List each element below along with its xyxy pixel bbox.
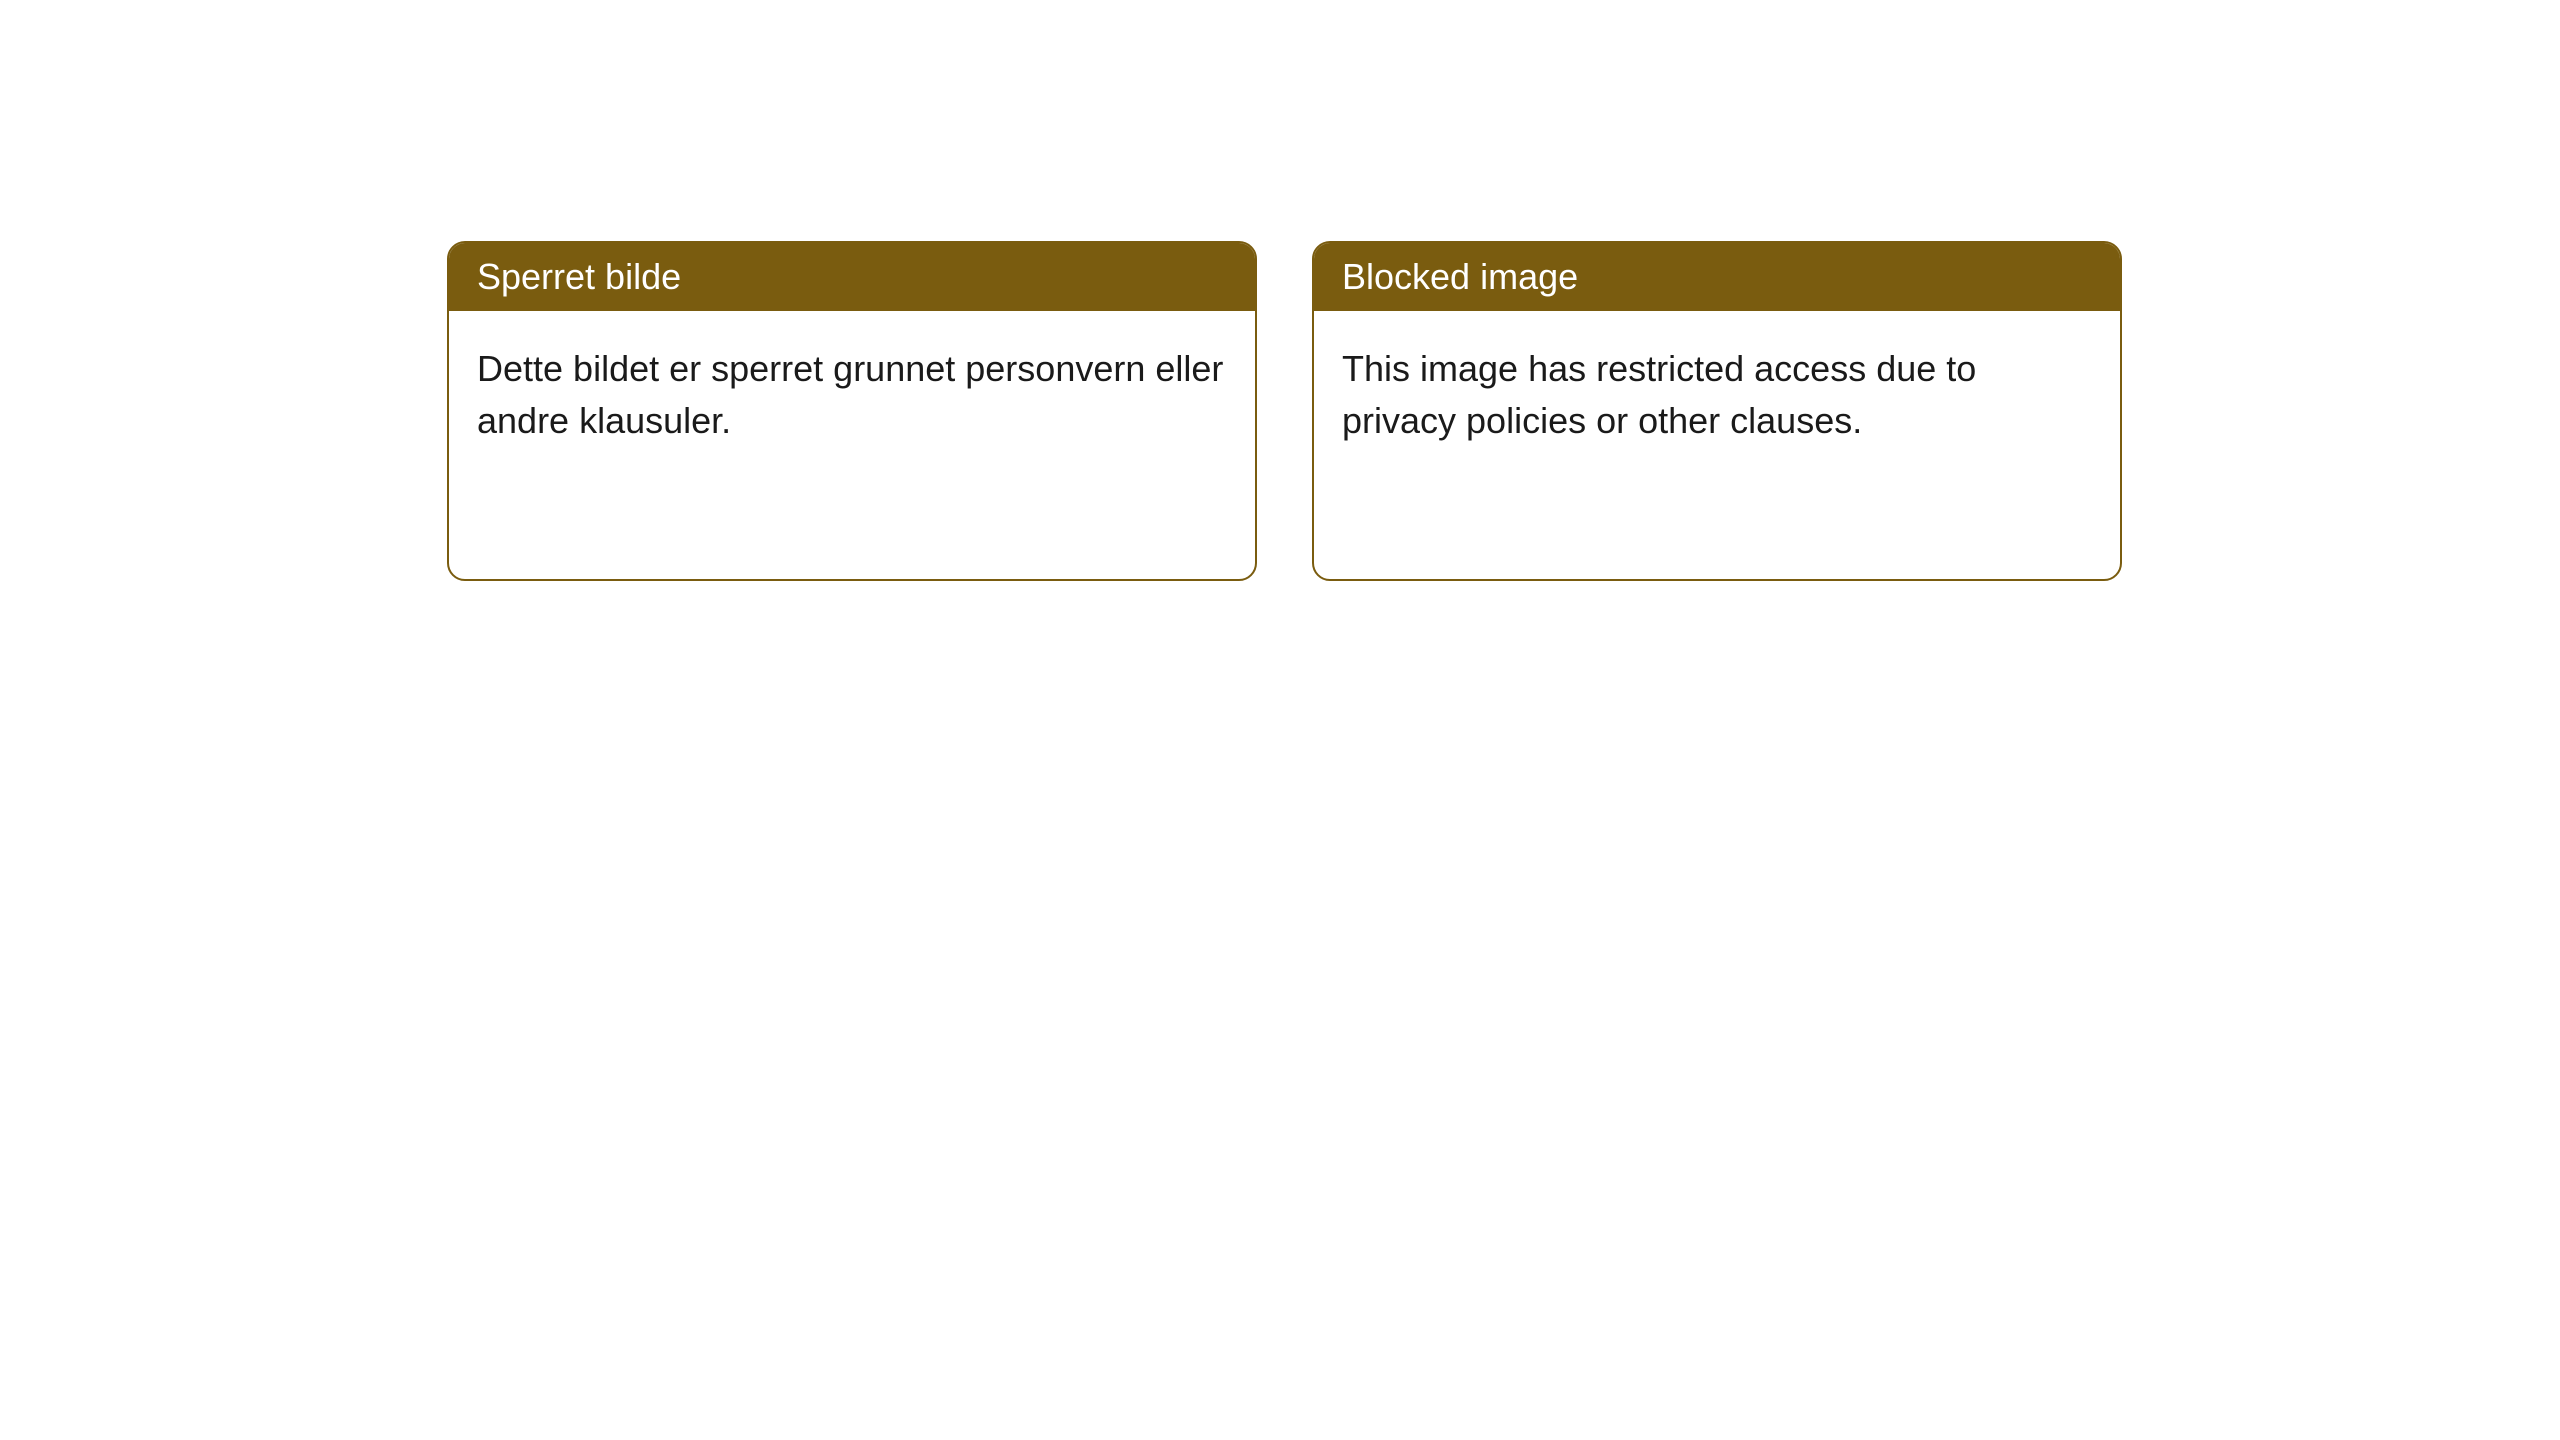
card-body: This image has restricted access due to …: [1314, 311, 2120, 479]
notice-card-english: Blocked image This image has restricted …: [1312, 241, 2122, 581]
notice-cards-container: Sperret bilde Dette bildet er sperret gr…: [447, 241, 2122, 581]
card-body: Dette bildet er sperret grunnet personve…: [449, 311, 1255, 479]
card-title: Blocked image: [1342, 256, 1578, 297]
notice-card-norwegian: Sperret bilde Dette bildet er sperret gr…: [447, 241, 1257, 581]
card-body-text: This image has restricted access due to …: [1342, 348, 1976, 441]
card-header: Blocked image: [1314, 243, 2120, 311]
card-title: Sperret bilde: [477, 256, 681, 297]
card-header: Sperret bilde: [449, 243, 1255, 311]
card-body-text: Dette bildet er sperret grunnet personve…: [477, 348, 1223, 441]
